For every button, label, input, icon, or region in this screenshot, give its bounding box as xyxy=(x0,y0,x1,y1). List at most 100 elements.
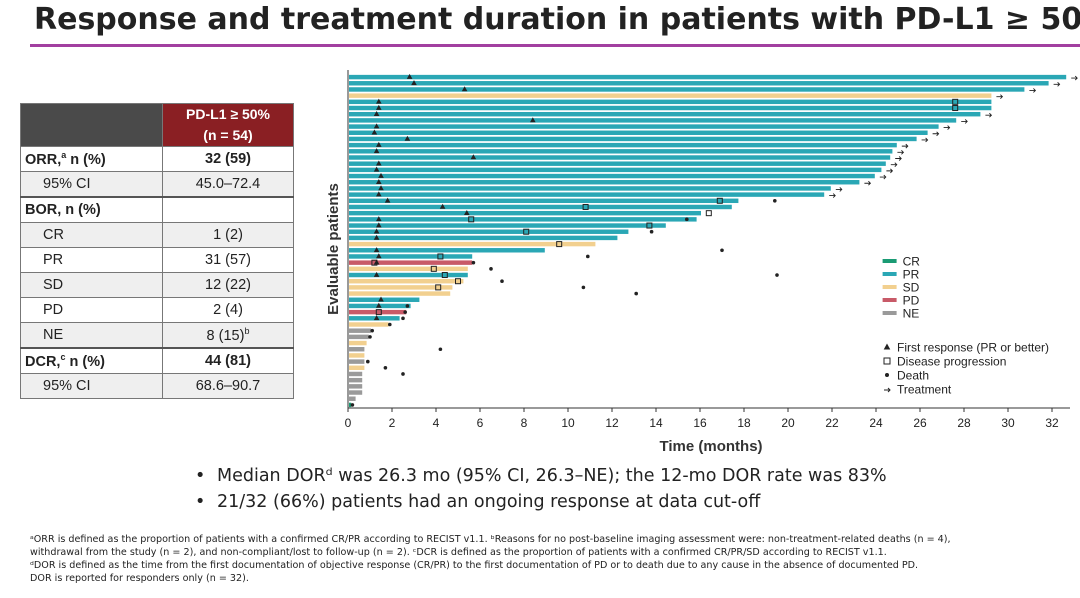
table-row: PR 31 (57) xyxy=(20,246,294,273)
bullet-ongoing-response: 21/32 (66%) patients had an ongoing resp… xyxy=(195,492,887,512)
patient-bar xyxy=(349,130,928,135)
patient-bar xyxy=(349,223,666,228)
progression-marker xyxy=(523,228,530,235)
patient-bar xyxy=(349,328,371,333)
table-row-value: 68.6–90.7 xyxy=(162,372,294,400)
first-response-marker xyxy=(373,123,380,129)
progression-marker xyxy=(437,253,444,260)
patient-bar xyxy=(349,204,732,210)
table-row-label: CR xyxy=(20,221,163,248)
death-marker xyxy=(581,285,586,290)
first-response-marker xyxy=(376,253,382,259)
table-header-pdl1: PD-L1 ≥ 50% (n = 54) xyxy=(162,103,294,147)
x-tick-label: 4 xyxy=(433,416,440,430)
death-marker xyxy=(500,279,504,284)
patient-bar xyxy=(349,365,365,371)
marker-legend-label: Death xyxy=(897,369,929,383)
patient-bar xyxy=(349,229,629,234)
patient-bar xyxy=(349,291,451,296)
patient-bar xyxy=(349,186,831,191)
patient-bar xyxy=(349,340,367,346)
legend-square-icon xyxy=(883,357,891,365)
patient-bar xyxy=(349,402,352,408)
table-row-label: DCR,c n (%) xyxy=(20,346,163,374)
x-tick-label: 30 xyxy=(1001,416,1015,430)
treatment-arrow xyxy=(932,131,940,137)
patient-bar xyxy=(349,161,886,166)
progression-marker xyxy=(705,210,712,217)
patient-bar xyxy=(349,81,1049,86)
marker-legend-label: First response (PR or better) xyxy=(897,341,1049,355)
x-tick-label: 18 xyxy=(737,416,751,430)
table-row-value xyxy=(162,195,294,223)
treatment-arrow xyxy=(895,156,902,161)
table-row-label: PR xyxy=(20,246,163,273)
table-row: CR 1 (2) xyxy=(20,221,294,248)
first-response-marker xyxy=(470,154,477,160)
patient-bar xyxy=(349,118,957,123)
patient-bar xyxy=(349,248,545,253)
death-marker xyxy=(720,248,724,253)
table-row-label: ORR,a n (%) xyxy=(20,145,163,173)
death-marker xyxy=(405,304,410,308)
table-row: BOR, n (%) xyxy=(20,195,294,223)
x-tick-label: 14 xyxy=(649,416,663,430)
progression-marker xyxy=(371,259,378,266)
patient-bar xyxy=(349,180,860,185)
death-marker xyxy=(366,359,370,364)
footnote-line: DOR is reported for responders only (n =… xyxy=(30,573,249,584)
progression-marker xyxy=(468,216,475,223)
patient-bar xyxy=(349,254,473,259)
table-row-value: 2 (4) xyxy=(162,297,294,324)
legend-label-sd: SD xyxy=(903,281,920,295)
death-marker xyxy=(383,365,388,370)
x-tick-label: 10 xyxy=(561,416,575,430)
patient-bar xyxy=(349,396,356,401)
first-response-marker xyxy=(464,209,470,215)
legend-label-pd: PD xyxy=(903,294,920,308)
first-response-marker xyxy=(373,148,380,154)
death-marker xyxy=(634,291,638,296)
patient-bar xyxy=(349,217,697,222)
table-row: SD 12 (22) xyxy=(20,271,294,299)
patient-bar xyxy=(349,142,897,148)
patient-bar xyxy=(349,105,992,111)
patient-bar xyxy=(349,359,365,364)
patient-bar xyxy=(349,347,365,352)
progression-marker xyxy=(582,203,589,210)
patient-bar xyxy=(349,167,882,173)
x-tick-label: 0 xyxy=(345,416,352,430)
table-row: 95% CI 45.0–72.4 xyxy=(20,171,294,198)
death-marker xyxy=(489,267,493,271)
footnote-line: ᵈDOR is defined as the time from the fir… xyxy=(30,560,919,571)
first-response-marker xyxy=(373,111,380,117)
progression-marker xyxy=(435,284,442,291)
patient-bar xyxy=(349,149,893,154)
table-row: 95% CI 68.6–90.7 xyxy=(20,372,294,400)
table-row-label: 95% CI xyxy=(20,372,163,400)
bullet-list: Median DORᵈ was 26.3 mo (95% CI, 26.3–NE… xyxy=(195,466,887,518)
table-row-label: BOR, n (%) xyxy=(20,195,163,223)
table-row-label: NE xyxy=(20,322,163,349)
table-body: ORR,a n (%) 32 (59) 95% CI 45.0–72.4 BOR, n … xyxy=(20,145,294,400)
table-header-line2: (n = 54) xyxy=(203,127,253,143)
table-row-value: 32 (59) xyxy=(162,145,294,173)
first-response-marker xyxy=(376,191,382,197)
treatment-arrow xyxy=(890,162,898,168)
progression-marker xyxy=(441,272,448,279)
treatment-arrow xyxy=(897,149,905,155)
patient-bar xyxy=(349,316,400,321)
death-marker xyxy=(401,316,405,321)
footnote-line: withdrawal from the study (n = 2), and n… xyxy=(30,547,887,558)
death-marker xyxy=(649,229,654,234)
first-response-marker xyxy=(384,197,391,203)
patient-bar xyxy=(349,87,1025,92)
first-response-marker xyxy=(376,160,382,166)
treatment-arrow xyxy=(829,193,836,198)
table-row-value: 8 (15)b xyxy=(162,322,294,349)
patient-bar xyxy=(349,124,939,129)
x-tick-label: 6 xyxy=(477,416,484,430)
first-response-marker xyxy=(378,185,384,191)
table-row: DCR,c n (%) 44 (81) xyxy=(20,346,294,374)
